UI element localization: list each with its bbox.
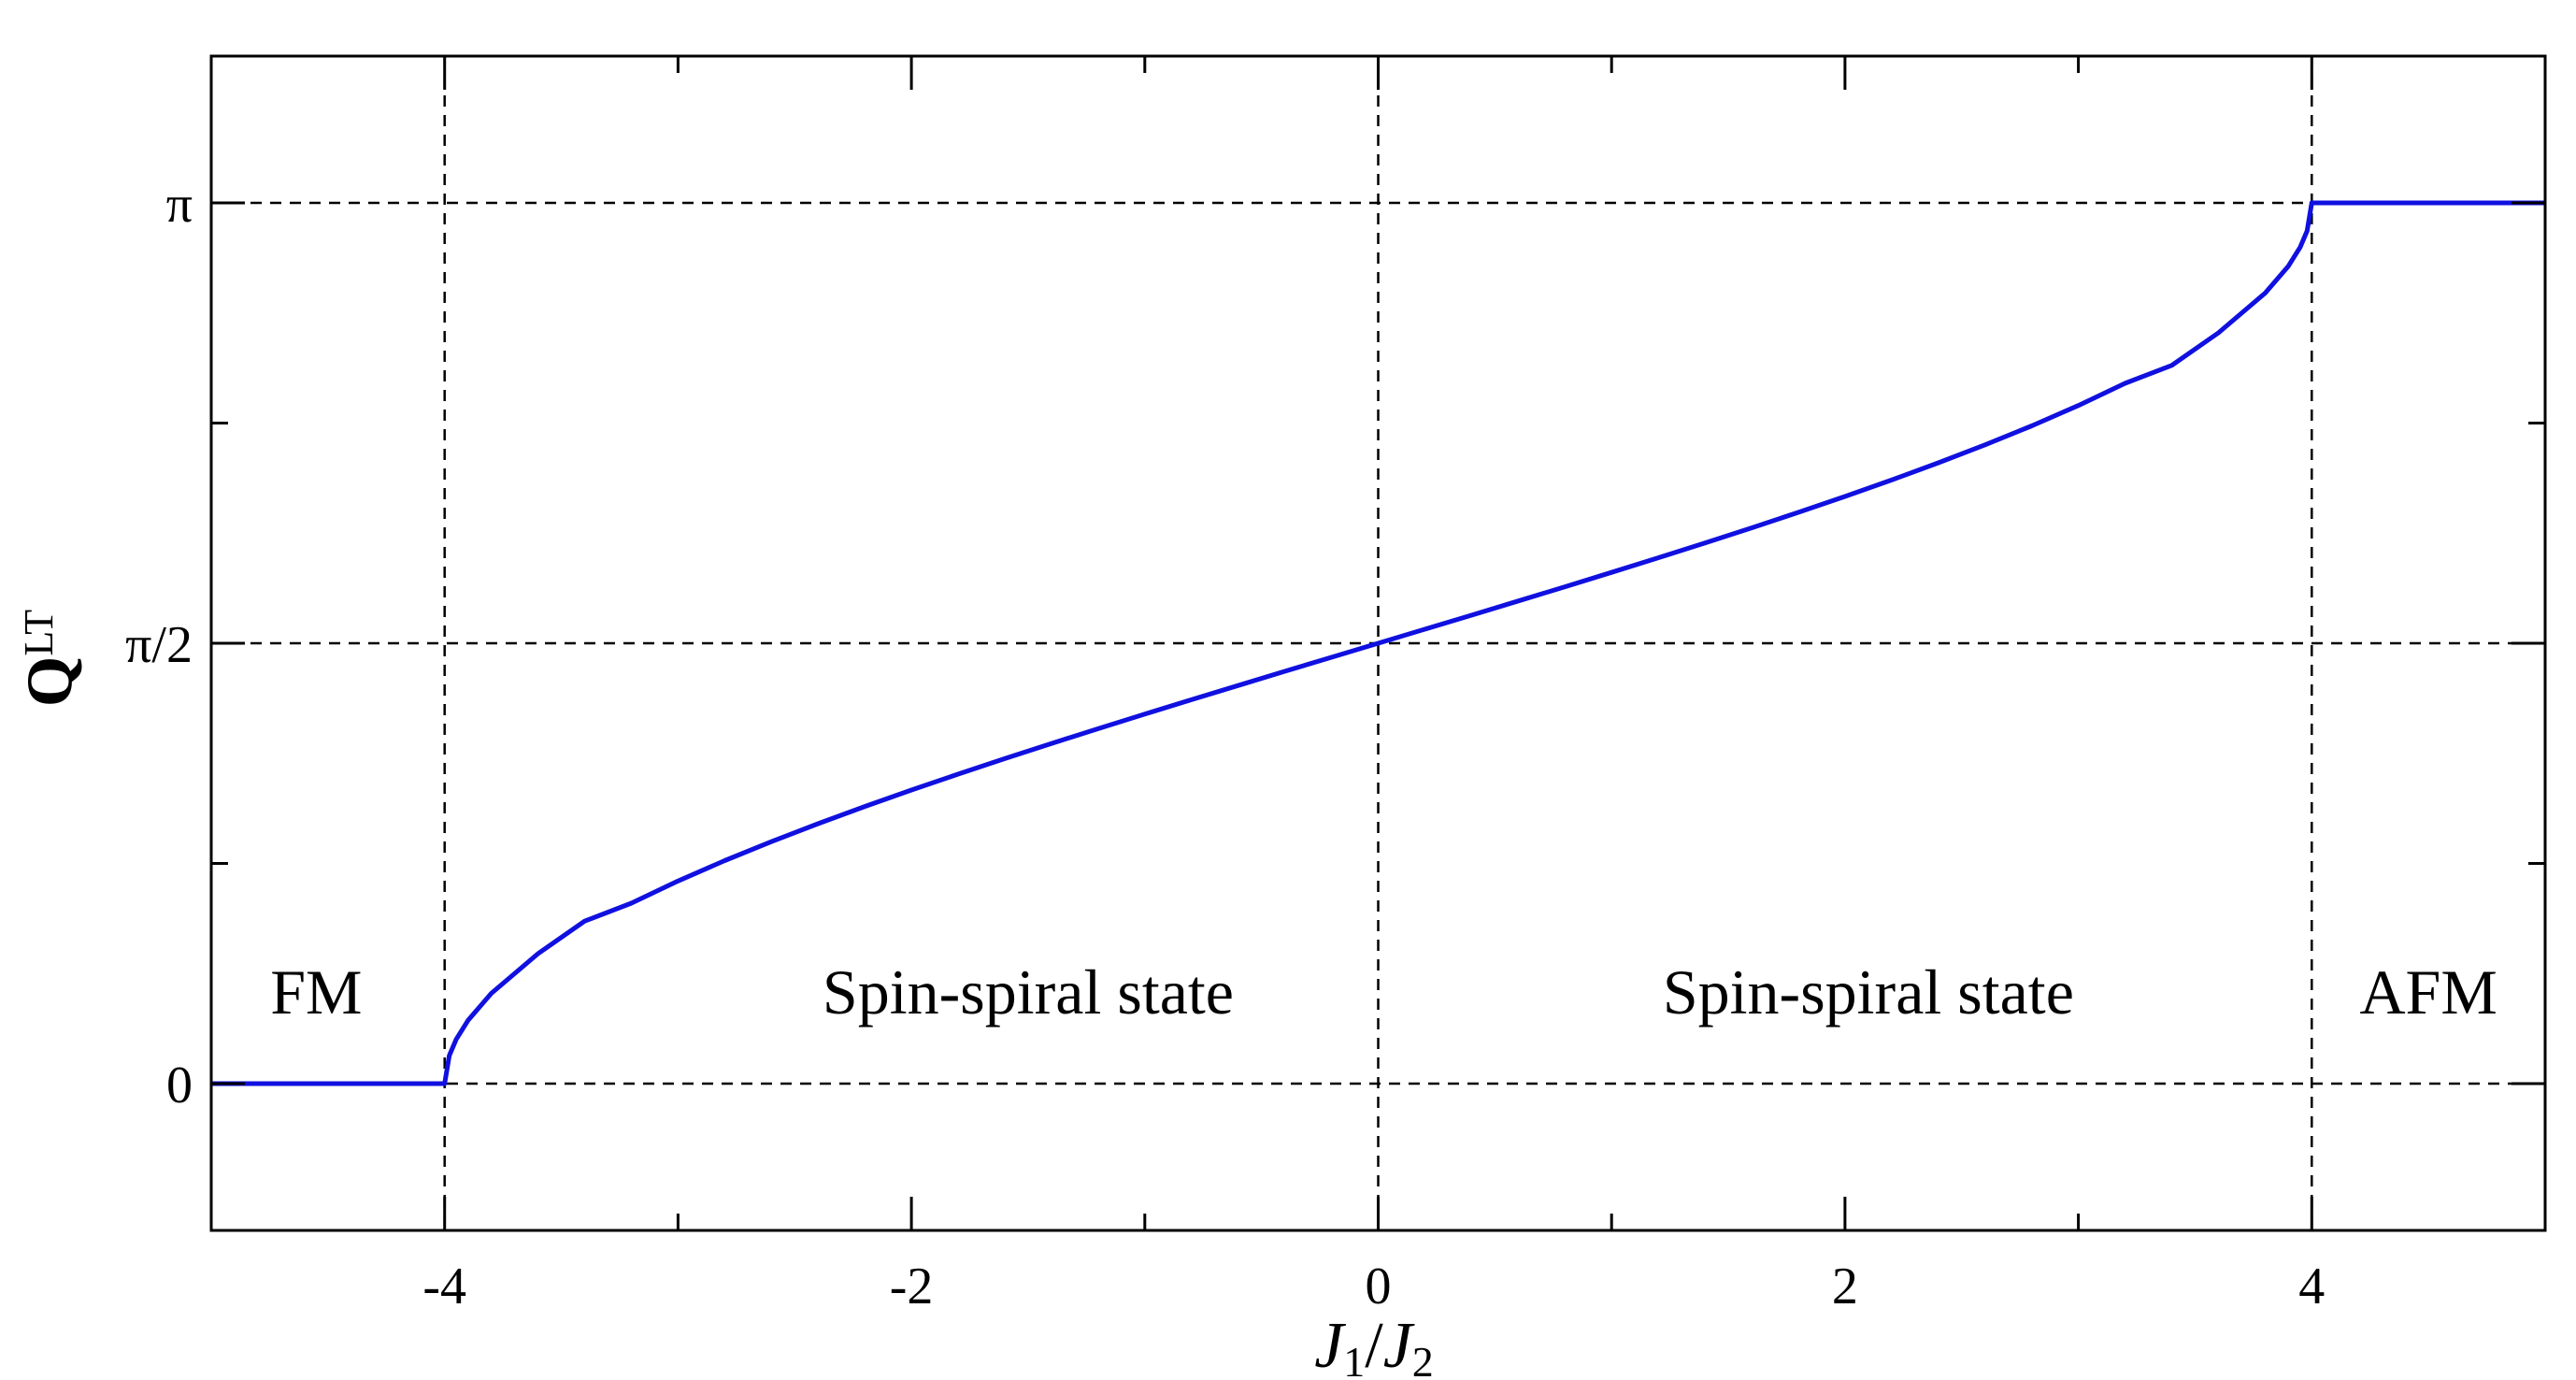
y-tick-label-2: π (166, 176, 193, 234)
x-axis-title: J1/J2 (1314, 1310, 1434, 1380)
tick-labels: -4 -2 0 2 4 0 π/2 π (125, 176, 2325, 1315)
x-tick-label-4: 4 (2298, 1258, 2325, 1315)
series-layer (211, 200, 2545, 1086)
region-labels: FM Spin-spiral state Spin-spiral state AFM (270, 956, 2497, 1028)
region-label-2: Spin-spiral state (1663, 956, 2074, 1028)
axis-ticks (209, 56, 2547, 1230)
x-tick-label-2: 0 (1366, 1258, 1392, 1315)
region-label-0: FM (270, 956, 362, 1028)
x-tick-label-3: 2 (1832, 1258, 1858, 1315)
series-line-0 (211, 200, 2545, 1086)
region-label-3: AFM (2359, 956, 2497, 1028)
y-tick-label-0: 0 (166, 1057, 193, 1114)
x-tick-label-0: -4 (422, 1258, 466, 1315)
x-tick-label-1: -2 (890, 1258, 934, 1315)
y-tick-label-1: π/2 (125, 616, 193, 674)
region-label-1: Spin-spiral state (823, 956, 1234, 1028)
y-axis-title: QLT (14, 610, 86, 707)
